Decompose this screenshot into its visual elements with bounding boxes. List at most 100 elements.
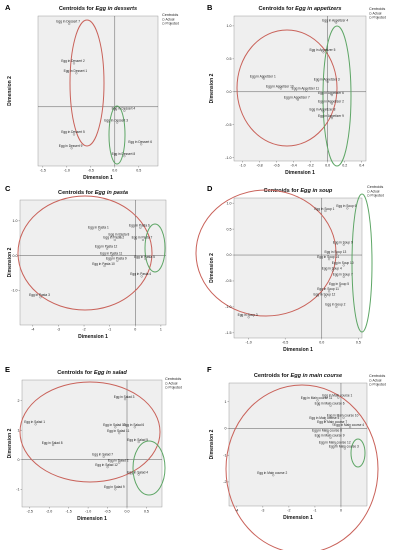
data-point — [98, 228, 101, 231]
x-tick-label: -0.6 — [273, 164, 279, 168]
data-point — [329, 404, 332, 407]
plot-area — [19, 199, 167, 326]
data-point — [144, 257, 147, 261]
point-label: Egg in Appetizer 9 — [318, 114, 344, 118]
point-label: Egg in Salad 6 — [123, 423, 144, 427]
data-point — [102, 455, 105, 458]
plot-area — [37, 15, 159, 167]
data-point — [114, 426, 117, 429]
data-point — [342, 416, 345, 419]
point-label: Egg in Soup 1 — [314, 207, 334, 211]
data-point — [331, 269, 334, 272]
panel-d: D Centroids for Egg in soup -1.0 -0.5 0.0 0.5… — [195, 184, 384, 353]
data-point — [123, 398, 127, 401]
x-tick-label: -1 — [108, 328, 111, 332]
data-point — [335, 305, 338, 308]
x-tick-label: 0.2 — [342, 164, 347, 168]
y-axis-label: Dimension 2 — [7, 76, 13, 106]
legend-actual-marker — [369, 12, 372, 15]
point-label: Egg in Pasta 7 — [132, 236, 153, 240]
point-label: Egg in Dessert 4 — [112, 107, 136, 111]
point-label: Egg in Soup 3 — [238, 313, 258, 317]
data-point — [106, 466, 109, 469]
point-label: Egg in Salad 1 — [24, 420, 45, 424]
point-label: Egg in Pasta 5 — [134, 255, 155, 259]
x-tick-label: -0.5 — [282, 341, 288, 345]
point-label: Egg in Soup 10 — [332, 261, 354, 265]
panel-b: B Centroids for Egg in appetizers -1.0 -0.8… — [207, 3, 386, 176]
panel-letter: B — [207, 3, 213, 12]
data-point — [52, 443, 55, 447]
y-tick-label: 1.0 — [227, 201, 232, 205]
y-axis-label: Dimension 2 — [7, 428, 13, 458]
x-tick-label: -2.5 — [27, 510, 33, 514]
panel-e: E Centroids for Egg in salad -2.5 -2.0 -1.5 -… — [5, 365, 182, 522]
data-point — [326, 431, 330, 434]
point-label: Egg in Dessert 6 — [128, 140, 152, 144]
x-tick-label: 0.4 — [359, 164, 364, 168]
x-tick-label: 0.0 — [112, 169, 117, 173]
x-tick-label: 0.5 — [356, 341, 361, 345]
title-prefix: Centroids for — [58, 190, 95, 196]
legend-projected-marker — [369, 16, 372, 19]
point-label: Egg in Soup 6 — [336, 204, 356, 208]
point-label: Egg in Appetizer 3 — [314, 78, 340, 82]
panel-title: Centroids for Egg in appetizers — [259, 6, 342, 12]
data-point — [332, 423, 335, 426]
y-tick-label: -1 — [223, 453, 226, 457]
data-point — [334, 443, 337, 446]
legend-title: Centroids — [369, 7, 385, 11]
x-tick-label: -0.5 — [104, 510, 110, 514]
point-label: Egg in Pasta 10 — [92, 262, 115, 266]
data-point — [335, 21, 338, 24]
red-ellipse — [236, 29, 338, 147]
green-ellipse — [132, 440, 166, 496]
y-tick-label: -1.0 — [11, 288, 17, 292]
panel-letter: E — [5, 365, 10, 374]
x-tick-label: -4 — [31, 328, 34, 332]
legend-item: Actual — [169, 382, 178, 386]
point-label: Egg in Appetizer 11 — [292, 86, 320, 90]
point-label: Egg in Pasta 3 — [29, 293, 50, 297]
red-ellipse — [195, 189, 337, 317]
point-label: Egg in Main course 5 — [309, 416, 339, 420]
data-point — [329, 436, 332, 439]
green-ellipse — [351, 193, 373, 333]
point-label: Egg in Salad 7 — [92, 453, 113, 457]
data-point — [322, 51, 325, 54]
point-label: Egg in Salad 5 — [127, 438, 148, 442]
point-label: Egg in Soup 13 — [324, 250, 346, 254]
green-ellipse — [350, 438, 366, 468]
x-tick-label: 1 — [160, 328, 162, 332]
point-label: Egg in Appetizer 1 — [250, 74, 276, 78]
x-axis-label: Dimension 1 — [285, 170, 315, 176]
data-point — [330, 94, 334, 97]
green-ellipse — [144, 223, 166, 273]
x-tick-label: -3 — [261, 509, 264, 513]
data-point — [116, 259, 119, 262]
panel-f: F Centroids for Egg in main course -4 -3 -2 -… — [207, 365, 386, 550]
data-point — [123, 109, 126, 112]
data-point — [137, 473, 140, 476]
panel-title: Centroids for Egg in main course — [254, 373, 342, 379]
data-point — [328, 290, 331, 293]
legend-projected-marker — [162, 22, 165, 25]
data-point — [279, 87, 282, 90]
x-tick-label: -1.0 — [64, 169, 70, 173]
data-point — [114, 488, 117, 491]
y-tick-label: 0.0 — [227, 90, 232, 94]
point-label: Egg in Dessert 3 — [104, 118, 128, 122]
data-point — [324, 209, 327, 213]
x-tick-label: -4 — [235, 509, 238, 513]
point-label: Egg in Soup 7 — [333, 273, 353, 277]
data-point — [133, 426, 136, 429]
data-point — [139, 226, 142, 229]
point-label: Egg in Salad 10 — [103, 423, 126, 427]
point-label: Egg in Soup 11 — [317, 287, 339, 291]
plot-area — [21, 379, 163, 508]
point-label: Egg in Soup 9 — [333, 240, 353, 244]
y-tick-label: 0 — [18, 458, 20, 462]
point-label: Egg in Soup 2 — [325, 303, 345, 307]
point-label: Egg in Main course 11 — [301, 396, 333, 400]
point-label: Egg in Salad 2 — [108, 458, 129, 462]
